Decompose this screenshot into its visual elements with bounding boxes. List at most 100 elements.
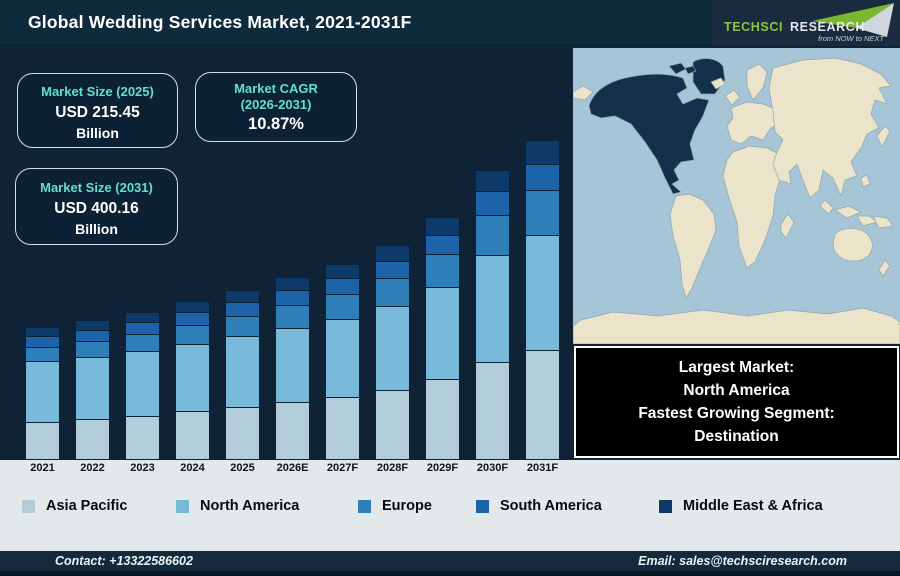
map-arctic-island bbox=[684, 65, 697, 75]
bar-segment-middle-east-africa bbox=[275, 276, 310, 292]
map-sumatra bbox=[819, 199, 834, 215]
info-line-fastest-segment-value: Destination bbox=[694, 428, 779, 445]
legend-item-middle-east-africa: Middle East & Africa bbox=[659, 498, 823, 514]
bar-segment-north-america bbox=[375, 306, 410, 391]
stat-box-market-size-2031: Market Size (2031) USD 400.16 Billion bbox=[15, 168, 178, 245]
bar-segment-middle-east-africa bbox=[525, 140, 560, 165]
legend-item-south-america: South America bbox=[476, 498, 602, 514]
bar-segment-europe bbox=[525, 189, 560, 236]
x-axis-label-2021: 2021 bbox=[30, 462, 55, 474]
bar-2030f bbox=[475, 169, 510, 460]
footer-contact: Contact: +13322586602 bbox=[55, 554, 193, 568]
info-line-largest-market-value: North America bbox=[683, 382, 790, 399]
logo-arrow-green bbox=[812, 3, 894, 28]
stat-label: Market Size (2031) bbox=[40, 180, 153, 195]
map-land-chukotka bbox=[572, 85, 594, 101]
map-asia bbox=[768, 57, 892, 199]
page-title: Global Wedding Services Market, 2021-203… bbox=[28, 12, 412, 32]
bar-2028f bbox=[375, 245, 410, 460]
bar-segment-asia-pacific bbox=[375, 389, 410, 460]
map-philippines bbox=[860, 174, 871, 188]
legend-item-asia-pacific: Asia Pacific bbox=[22, 498, 127, 514]
bar-2022 bbox=[75, 320, 110, 460]
bar-2024 bbox=[175, 300, 210, 460]
legend-item-europe: Europe bbox=[358, 498, 432, 514]
stat-unit: Billion bbox=[76, 125, 119, 141]
x-axis-label-2024: 2024 bbox=[180, 462, 205, 474]
bar-segment-middle-east-africa bbox=[375, 245, 410, 262]
stat-box-cagr: Market CAGR (2026-2031) 10.87% bbox=[195, 72, 357, 142]
bar-segment-middle-east-africa bbox=[475, 169, 510, 193]
legend: Asia Pacific North America Europe South Ame… bbox=[0, 498, 900, 524]
bar-2027f bbox=[325, 264, 360, 460]
bar-segment-europe bbox=[125, 334, 160, 353]
map-iceland bbox=[710, 77, 726, 90]
stat-label: Market CAGR bbox=[234, 81, 318, 96]
bar-segment-asia-pacific bbox=[125, 415, 160, 460]
legend-swatch-asia-pacific bbox=[22, 499, 35, 513]
stat-value: USD 400.16 bbox=[54, 200, 139, 217]
x-axis-label-2031f: 2031F bbox=[526, 462, 559, 474]
stat-box-market-size-2025: Market Size (2025) USD 215.45 Billion bbox=[17, 73, 178, 148]
map-japan bbox=[876, 125, 891, 148]
bar-2031f bbox=[525, 140, 560, 460]
logo-text-research: RESEARCH bbox=[790, 20, 865, 34]
legend-swatch-middle-east-africa bbox=[659, 499, 672, 513]
bar-segment-north-america bbox=[75, 356, 110, 420]
map-new-guinea bbox=[872, 215, 894, 229]
legend-swatch-north-america bbox=[176, 499, 189, 513]
map-north-america bbox=[588, 73, 710, 195]
map-madagascar bbox=[780, 213, 795, 239]
bar-segment-asia-pacific bbox=[25, 421, 60, 460]
world-map-graphic bbox=[572, 48, 900, 345]
bar-segment-europe bbox=[325, 294, 360, 321]
x-axis-label-2028f: 2028F bbox=[376, 462, 409, 474]
bar-segment-south-america bbox=[525, 163, 560, 191]
info-box: Largest Market: North America Fastest Gr… bbox=[574, 346, 899, 458]
bar-segment-south-america bbox=[325, 278, 360, 296]
header-bar: Global Wedding Services Market, 2021-203… bbox=[0, 0, 900, 46]
bar-segment-south-america bbox=[425, 234, 460, 256]
legend-label-south-america: South America bbox=[500, 498, 602, 514]
map-new-zealand bbox=[878, 259, 891, 277]
bar-segment-europe bbox=[475, 214, 510, 256]
info-line-fastest-segment-label: Fastest Growing Segment: bbox=[638, 405, 835, 422]
bar-segment-asia-pacific bbox=[225, 407, 260, 460]
legend-item-north-america: North America bbox=[176, 498, 299, 514]
legend-label-north-america: North America bbox=[200, 498, 300, 514]
bar-segment-north-america bbox=[325, 319, 360, 398]
bar-segment-asia-pacific bbox=[325, 396, 360, 460]
bar-2029f bbox=[425, 216, 460, 460]
legend-swatch-europe bbox=[358, 499, 371, 513]
bar-segment-asia-pacific bbox=[475, 361, 510, 460]
legend-label-middle-east-africa: Middle East & Africa bbox=[683, 498, 823, 514]
bar-segment-europe bbox=[425, 254, 460, 289]
bars bbox=[0, 46, 573, 460]
bar-segment-middle-east-africa bbox=[325, 264, 360, 280]
legend-label-asia-pacific: Asia Pacific bbox=[46, 498, 128, 514]
x-axis-label-2027f: 2027F bbox=[326, 462, 359, 474]
bar-segment-asia-pacific bbox=[425, 378, 460, 460]
x-axis-label-2022: 2022 bbox=[80, 462, 105, 474]
bar-segment-middle-east-africa bbox=[425, 216, 460, 236]
bar-2025 bbox=[225, 289, 260, 460]
x-axis-label-2029f: 2029F bbox=[426, 462, 459, 474]
logo-tagline: from NOW to NEXT bbox=[818, 34, 885, 43]
bar-segment-north-america bbox=[225, 336, 260, 408]
x-axis-label-2030f: 2030F bbox=[476, 462, 509, 474]
bar-segment-south-america bbox=[175, 312, 210, 327]
footer-bar: Contact: +13322586602 Email: sales@techs… bbox=[0, 551, 900, 576]
bar-segment-north-america bbox=[425, 287, 460, 380]
bar-segment-asia-pacific bbox=[175, 411, 210, 460]
bar-segment-europe bbox=[225, 315, 260, 338]
bar-2021 bbox=[25, 326, 60, 460]
bar-segment-north-america bbox=[475, 254, 510, 363]
logo-text-techsci: TECHSCI bbox=[724, 20, 783, 34]
bar-segment-asia-pacific bbox=[75, 418, 110, 460]
bar-segment-north-america bbox=[25, 361, 60, 423]
bar-segment-north-america bbox=[275, 327, 310, 403]
map-australia bbox=[832, 227, 873, 262]
bar-segment-europe bbox=[375, 278, 410, 308]
bar-segment-europe bbox=[275, 304, 310, 329]
x-axis-label-2025: 2025 bbox=[230, 462, 255, 474]
